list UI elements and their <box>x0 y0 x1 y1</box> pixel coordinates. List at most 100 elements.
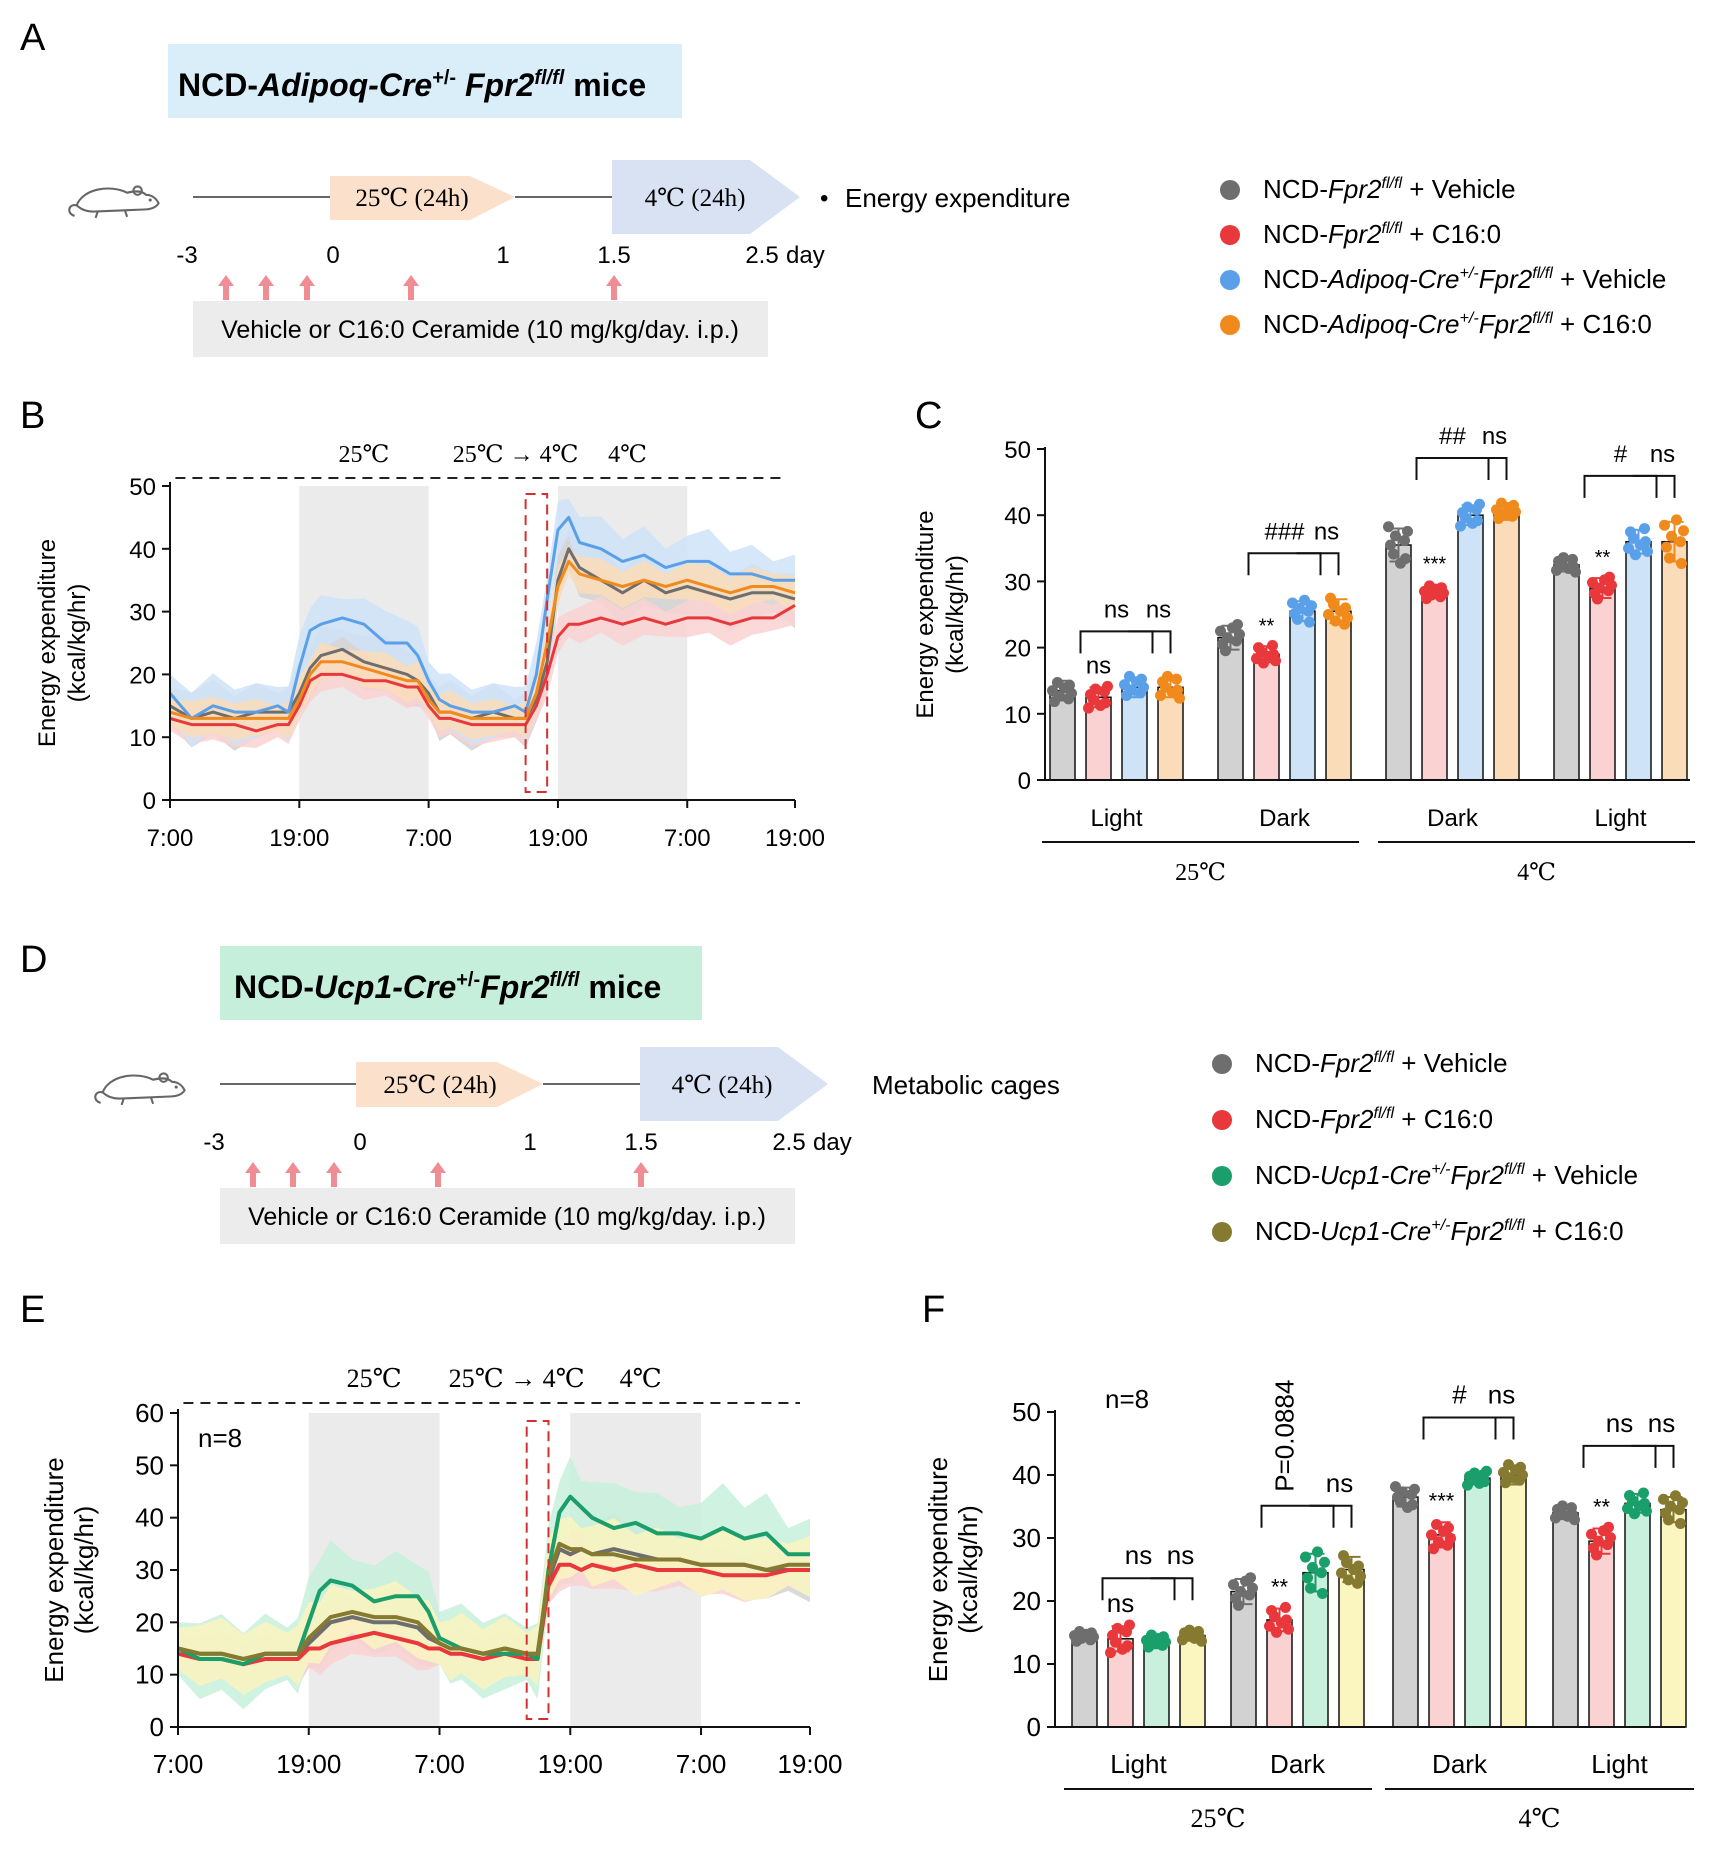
data-point <box>1233 1599 1244 1611</box>
injection-arrow-icon <box>633 1162 649 1187</box>
data-point <box>1628 532 1639 544</box>
y-tick-label: 0 <box>1027 1712 1041 1742</box>
phase-label: 25℃ <box>339 442 390 468</box>
data-point <box>1316 1567 1327 1579</box>
injection-arrow-icon <box>218 275 234 300</box>
series-line <box>177 1562 810 1667</box>
bar <box>1230 1590 1257 1728</box>
category-label: Dark <box>1427 805 1479 832</box>
step-label-4c: 4℃ (24h) <box>672 1072 773 1099</box>
data-point <box>1640 536 1651 548</box>
data-point <box>1675 536 1686 548</box>
treatment-box-d <box>220 1188 795 1244</box>
data-point <box>1676 558 1687 570</box>
comparison-bracket <box>1128 630 1172 654</box>
comparison-bracket <box>1632 474 1676 498</box>
data-point <box>1232 619 1243 631</box>
bar <box>1143 1641 1170 1728</box>
data-point <box>1299 594 1310 606</box>
data-point <box>1567 1509 1578 1521</box>
bracket-label: # <box>1614 441 1628 468</box>
comparison-bracket <box>1471 1416 1515 1440</box>
series-line <box>177 1541 810 1661</box>
data-point <box>1678 525 1689 537</box>
data-point <box>1342 612 1353 624</box>
data-point <box>1604 571 1615 583</box>
bracket-label: P=0.0884 <box>1270 1380 1300 1492</box>
legend-label: NCD-Fpr2fl/fl + C16:0 <box>1255 1104 1493 1134</box>
series-error-band <box>178 1456 810 1710</box>
x-tick-label: 7:00 <box>153 1749 204 1779</box>
data-point <box>1503 1459 1514 1471</box>
data-point <box>1399 534 1410 546</box>
significance-label: *** <box>1429 1488 1455 1513</box>
data-point <box>1256 646 1267 658</box>
category-label: Light <box>1591 1749 1648 1779</box>
bar <box>1625 540 1652 781</box>
data-point <box>1280 1601 1291 1613</box>
y-tick-label: 40 <box>135 1503 164 1533</box>
data-point <box>1304 616 1315 628</box>
mouse-icon <box>68 185 160 219</box>
timeline-tick: 1.5 <box>597 242 630 269</box>
comparison-bracket <box>1631 1444 1675 1468</box>
injection-arrows-a <box>218 275 622 300</box>
legend-dot <box>1220 180 1240 200</box>
x-tick-label: 19:00 <box>777 1749 842 1779</box>
bar <box>1325 610 1352 781</box>
category-label: Light <box>1594 805 1646 832</box>
data-point <box>1234 628 1245 640</box>
comparison-bracket <box>1247 552 1322 576</box>
bracket-label: ### <box>1264 518 1305 545</box>
data-point <box>1460 512 1471 524</box>
sample-size-label: n=8 <box>198 1423 242 1453</box>
data-point <box>1124 1619 1135 1631</box>
y-tick-label: 50 <box>1012 1397 1041 1427</box>
x-tick-label: 7:00 <box>147 825 194 852</box>
bracket-label: ns <box>1648 1408 1675 1438</box>
data-point <box>1330 615 1341 627</box>
data-point <box>1235 1586 1246 1598</box>
data-point <box>1622 1503 1633 1515</box>
bar <box>1121 686 1148 781</box>
data-point <box>1555 1507 1566 1519</box>
y-tick-label: 60 <box>135 1398 164 1428</box>
data-point <box>1390 1481 1401 1493</box>
legend-label: NCD-Ucp1-Cre+/-Fpr2fl/fl + Vehicle <box>1255 1160 1638 1190</box>
data-point <box>1677 1497 1688 1509</box>
data-point <box>1047 685 1058 697</box>
chart-b: 25℃ 25℃ → 4℃ 4℃ 0 10 20 30 40 50 7:00 19:00 7:00 19:… <box>34 442 825 852</box>
y-axis-title: Energy expenditure <box>912 510 939 718</box>
data-point <box>1317 1587 1328 1599</box>
comparison-bracket <box>1150 1577 1194 1601</box>
data-point <box>1160 681 1171 693</box>
data-point <box>1343 1574 1354 1586</box>
x-tick-label: 19:00 <box>276 1749 341 1779</box>
data-point <box>1112 1622 1123 1634</box>
data-point <box>1675 1518 1686 1530</box>
y-tick-label: 10 <box>1004 702 1031 729</box>
timeline-unit: day <box>813 1129 852 1156</box>
data-point <box>1228 1579 1239 1591</box>
data-point <box>1300 1551 1311 1563</box>
injection-arrow-icon <box>285 1162 301 1187</box>
injection-arrow-icon <box>258 275 274 300</box>
data-point <box>1102 680 1113 692</box>
series-line <box>168 515 795 720</box>
bar <box>1385 544 1412 781</box>
phase-label: 25℃ → 4℃ <box>453 442 579 468</box>
title-d: NCD-Ucp1-Cre+/-Fpr2fl/fl mice <box>234 969 661 1005</box>
y-tick-label: 20 <box>1012 1586 1041 1616</box>
data-point <box>1642 546 1653 558</box>
bar <box>1588 1540 1615 1728</box>
data-point <box>1638 1487 1649 1499</box>
data-point <box>1568 561 1579 573</box>
data-point <box>1220 645 1231 657</box>
legend-label: NCD-Adipoq-Cre+/-Fpr2fl/fl + Vehicle <box>1263 264 1666 294</box>
comparison-bracket <box>1260 1504 1335 1528</box>
x-tick-label: 19:00 <box>538 1749 603 1779</box>
bar <box>1457 514 1484 781</box>
step-label-25c: 25℃ (24h) <box>383 1072 496 1099</box>
panel-label-e: E <box>20 1289 45 1331</box>
bar <box>1661 540 1688 781</box>
